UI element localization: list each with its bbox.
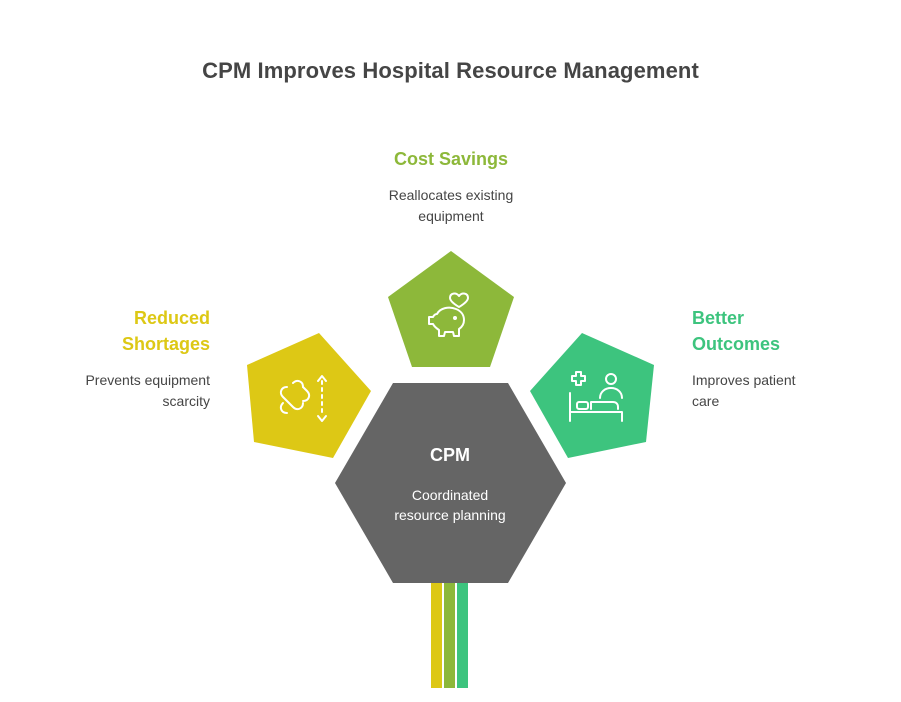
cost-savings-pentagon (388, 251, 514, 367)
cost-savings-heading: Cost Savings (393, 149, 509, 169)
workflow-arrows-icon (279, 375, 327, 422)
reduced-shortages-heading-line1: Reduced (133, 308, 210, 328)
better-outcomes-heading-line1: Better (692, 308, 745, 328)
better-outcomes-desc-line2: care (692, 393, 720, 409)
reduced-shortages-desc-line1: Prevents equipment (85, 372, 210, 388)
diagram-title: CPM Improves Hospital Resource Managemen… (202, 58, 699, 83)
cpm-description-line2: resource planning (394, 507, 506, 523)
cost-savings-desc-line2: equipment (418, 208, 484, 224)
cpm-label: CPM (430, 445, 470, 465)
reduced-shortages-heading-line2: Shortages (121, 334, 210, 354)
stem-bar-yellow (431, 583, 442, 688)
better-outcomes-pentagon (530, 333, 654, 458)
stem-bar-teal (457, 583, 468, 688)
stem-bar-green (444, 583, 455, 688)
cpm-hexagon (335, 383, 566, 583)
better-outcomes-heading-line2: Outcomes (692, 334, 781, 354)
piggy-bank-heart-icon (428, 292, 469, 337)
cpm-description: Coordinated resource planning (375, 485, 525, 525)
patient-bed-icon (569, 371, 623, 422)
reduced-shortages-desc-line2: scarcity (162, 393, 210, 409)
better-outcomes-desc-line1: Improves patient (692, 372, 796, 388)
cpm-description-line1: Coordinated (411, 487, 489, 503)
cost-savings-desc-line1: Reallocates existing (388, 187, 514, 203)
